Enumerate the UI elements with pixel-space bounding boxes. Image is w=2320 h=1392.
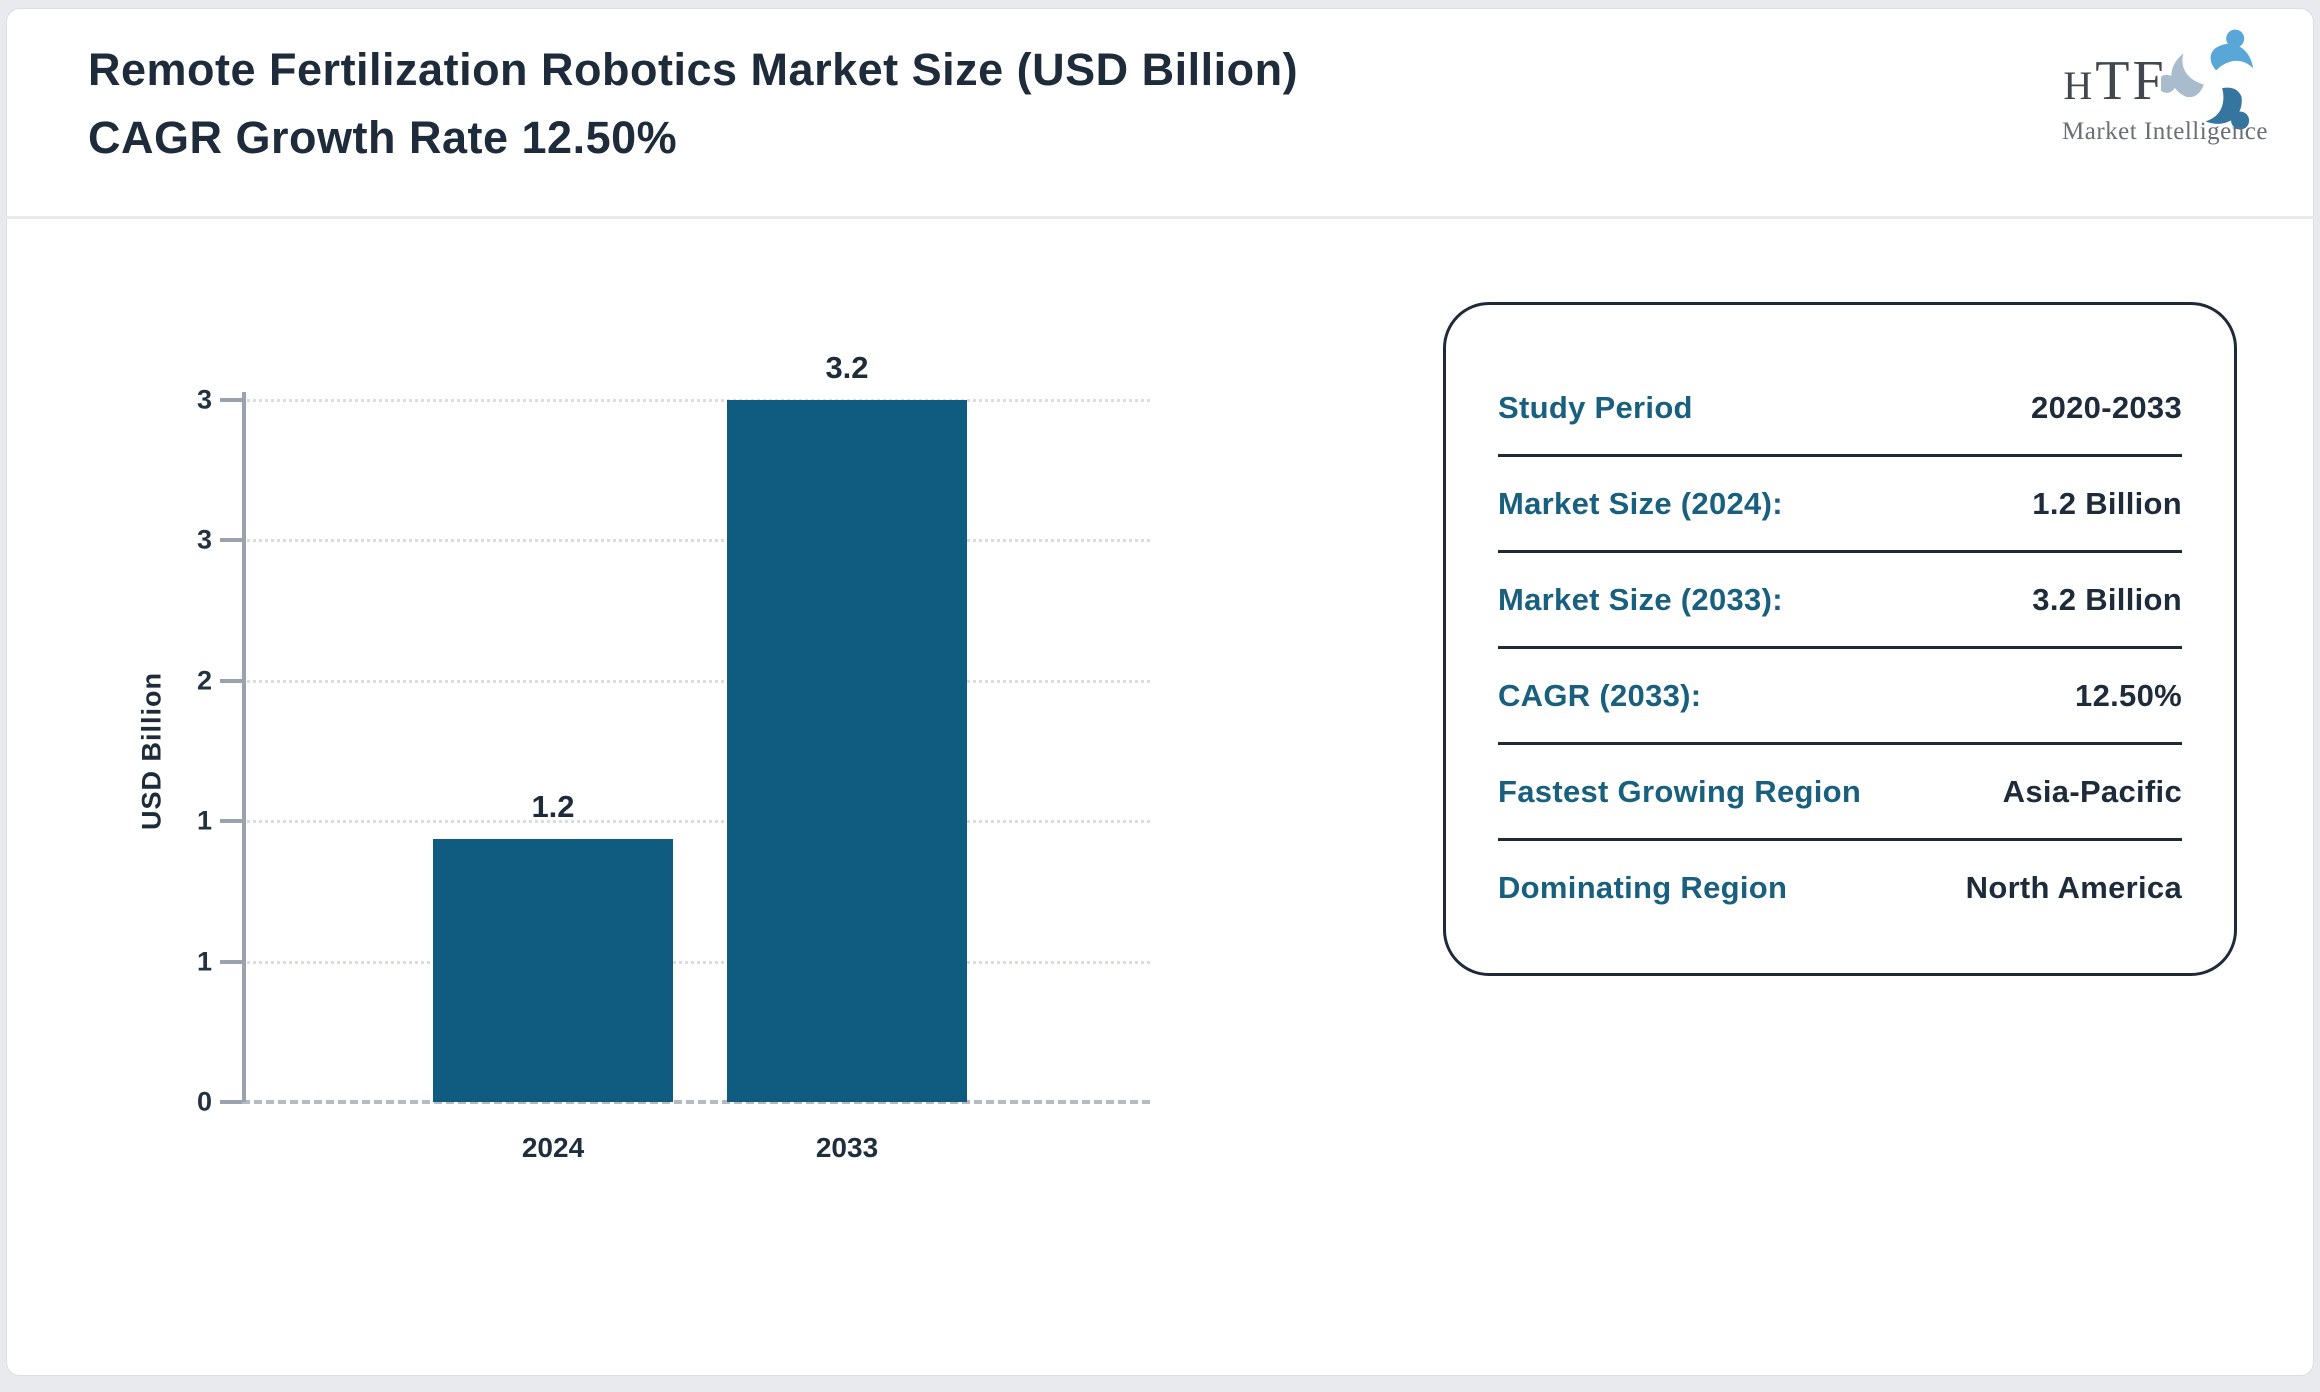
y-tick-label: 2 <box>196 665 212 696</box>
y-tick-mark <box>220 959 242 964</box>
info-row: Fastest Growing Region Asia-Pacific <box>1498 745 2182 841</box>
info-row: CAGR (2033): 12.50% <box>1498 649 2182 745</box>
page-title: Remote Fertilization Robotics Market Siz… <box>88 44 1299 163</box>
y-tick-label: 3 <box>196 524 212 555</box>
info-value: Asia-Pacific <box>2002 773 2182 809</box>
info-value: 3.2 Billion <box>2032 581 2182 617</box>
info-label: Fastest Growing Region <box>1498 773 1862 809</box>
y-tick-mark <box>220 1100 242 1104</box>
y-tick-mark <box>220 398 242 402</box>
y-tick-label: 1 <box>196 946 212 977</box>
gridline <box>242 679 1150 683</box>
bar-2033 <box>727 400 967 1102</box>
gridline <box>242 399 1150 402</box>
info-row: Market Size (2033): 3.2 Billion <box>1498 553 2182 649</box>
gridline <box>242 539 1150 543</box>
info-value: North America <box>1965 869 2182 905</box>
htf-logo-text: HTF <box>2063 50 2167 112</box>
gridline <box>242 820 1150 824</box>
info-value: 1.2 Billion <box>2032 485 2182 521</box>
htf-logo-row: HTF <box>2040 28 2290 134</box>
info-row: Market Size (2024): 1.2 Billion <box>1498 457 2182 553</box>
x-tick-label: 2033 <box>815 1132 879 1163</box>
bar-value-label: 3.2 <box>825 350 869 385</box>
info-label: Study Period <box>1498 389 1693 425</box>
bar-2024 <box>433 838 673 1102</box>
info-row: Dominating Region North America <box>1498 841 2182 934</box>
info-value: 2020-2033 <box>2031 389 2182 425</box>
htf-logo: HTF Market Inte <box>2040 28 2290 146</box>
info-value: 12.50% <box>2075 677 2182 713</box>
info-row: Study Period 2020-2033 <box>1498 361 2182 457</box>
y-tick-label: 1 <box>196 805 212 836</box>
x-axis-baseline <box>242 1100 1150 1104</box>
bar-value-label: 1.2 <box>531 788 575 824</box>
info-label: Market Size (2024): <box>1498 485 1783 521</box>
y-axis-line <box>242 392 246 1102</box>
info-card: Study Period 2020-2033 Market Size (2024):… <box>1443 302 2237 976</box>
y-tick-mark <box>220 819 242 824</box>
info-label: Market Size (2033): <box>1498 581 1783 617</box>
gridline <box>242 960 1150 964</box>
info-label: CAGR (2033): <box>1498 677 1702 713</box>
y-tick-mark <box>220 678 242 683</box>
header-divider <box>6 216 2314 219</box>
y-tick-label: 3 <box>196 384 212 415</box>
info-label: Dominating Region <box>1498 869 1788 905</box>
y-tick-label: 0 <box>196 1086 212 1117</box>
logo-swirl-icon <box>2160 29 2253 130</box>
logo-subtext: Market Intelligence <box>2062 118 2268 145</box>
y-tick-mark <box>220 538 242 543</box>
x-tick-label: 2024 <box>521 1132 585 1163</box>
